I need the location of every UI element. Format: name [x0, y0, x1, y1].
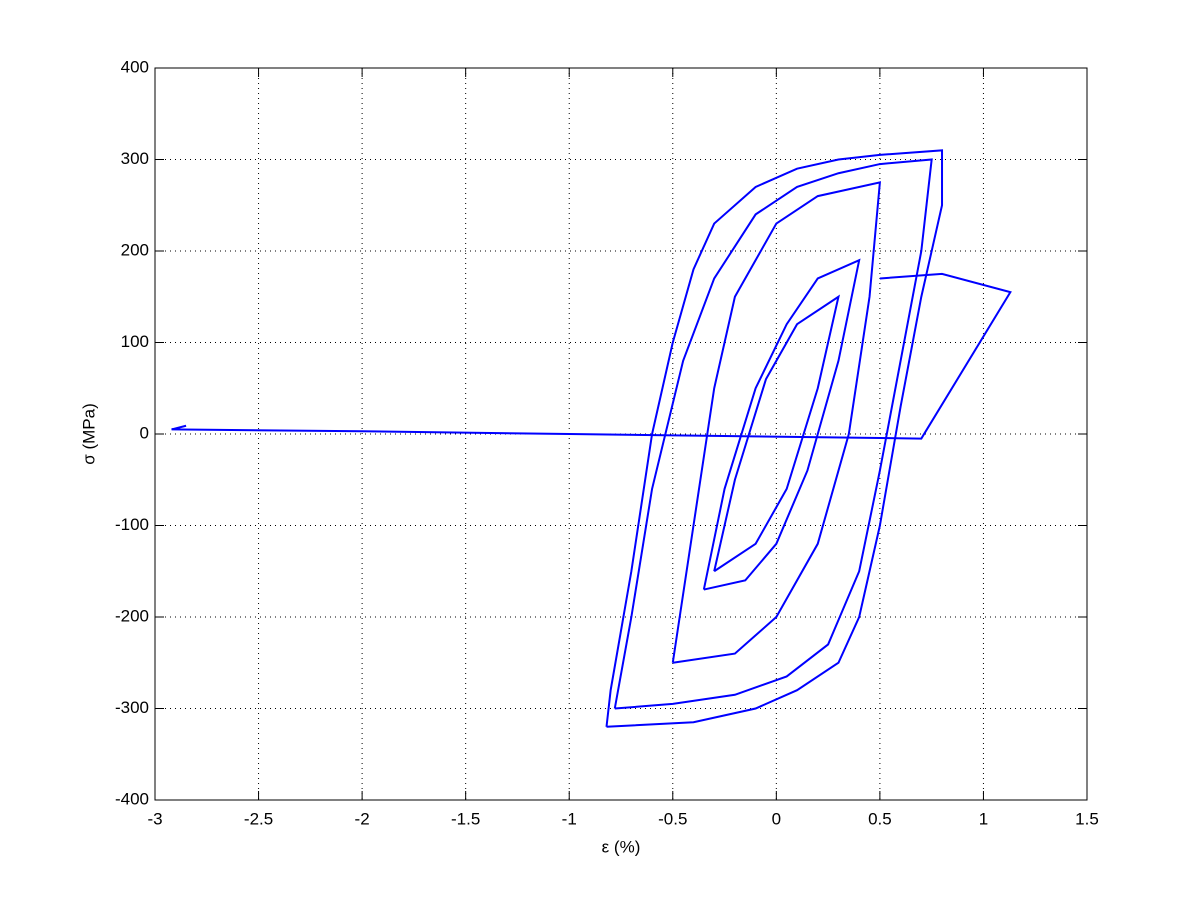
x-tick-label: -2 [355, 809, 370, 828]
y-tick-label: 400 [121, 57, 149, 76]
x-tick-label: -0.5 [658, 809, 687, 828]
series-line [671, 181, 882, 664]
y-tick-label: -200 [115, 606, 149, 625]
x-tick-label: -1.5 [451, 809, 480, 828]
x-tick-label: 1.5 [1075, 809, 1099, 828]
y-tick-label: 100 [121, 332, 149, 351]
series-line [613, 158, 933, 710]
y-tick-label: 300 [121, 149, 149, 168]
y-axis-label: σ (MPa) [79, 403, 98, 465]
x-tick-label: -2.5 [244, 809, 273, 828]
series-line [171, 272, 1012, 440]
x-axis-label: ε (%) [602, 837, 641, 856]
x-tick-label: 0 [772, 809, 781, 828]
y-tick-label: 200 [121, 240, 149, 259]
y-tick-label: -400 [115, 789, 149, 808]
x-tick-label: 1 [979, 809, 988, 828]
series-line [605, 149, 944, 728]
x-tick-label: -1 [562, 809, 577, 828]
series-line [702, 258, 861, 591]
y-tick-label: -100 [115, 515, 149, 534]
y-tick-label: 0 [140, 423, 149, 442]
x-tick-label: -3 [147, 809, 162, 828]
axes-box [154, 67, 1088, 801]
y-tick-label: -300 [115, 698, 149, 717]
series-line [713, 294, 840, 573]
x-tick-label: 0.5 [868, 809, 892, 828]
